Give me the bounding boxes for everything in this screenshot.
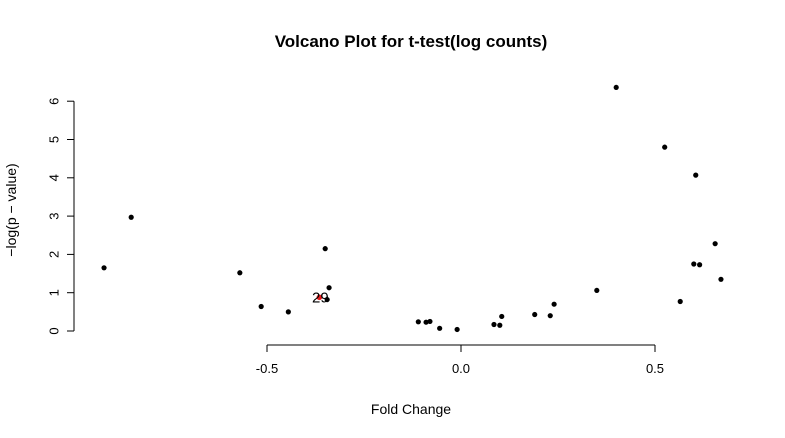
data-point xyxy=(454,326,460,333)
data-point xyxy=(497,322,503,328)
y-tick-label: 0 xyxy=(47,327,62,334)
x-axis-ticks: -0.5 0.0 0.5 xyxy=(256,345,664,376)
data-point xyxy=(594,287,600,294)
y-tick-label: 2 xyxy=(47,251,62,258)
data-point xyxy=(697,262,703,268)
data-point xyxy=(718,276,724,282)
y-tick-label: 4 xyxy=(47,174,62,181)
data-point xyxy=(491,321,497,328)
y-tick-label: 6 xyxy=(47,98,62,105)
y-axis-label: −log(p − value) xyxy=(3,163,19,256)
data-point xyxy=(551,301,557,307)
data-point xyxy=(532,311,538,318)
data-point xyxy=(677,298,683,305)
x-tick-label: 0.5 xyxy=(646,361,664,376)
data-point xyxy=(415,319,421,325)
x-tick-label: 0.0 xyxy=(452,361,470,376)
data-point xyxy=(693,172,699,178)
data-point xyxy=(101,265,107,271)
data-point xyxy=(128,214,134,220)
data-point xyxy=(326,285,332,291)
highlight-label: 29 xyxy=(312,289,329,306)
data-point xyxy=(691,261,697,267)
data-point xyxy=(547,313,553,319)
data-point xyxy=(324,296,330,303)
y-tick-label: 5 xyxy=(47,136,62,143)
data-point xyxy=(423,319,429,325)
data-point xyxy=(237,270,243,276)
data-point xyxy=(712,241,718,247)
y-tick-label: 1 xyxy=(47,289,62,296)
highlight-point xyxy=(316,294,323,301)
data-point xyxy=(285,309,291,315)
data-point xyxy=(258,303,264,310)
data-point xyxy=(499,313,505,320)
data-point xyxy=(437,325,443,331)
data-points xyxy=(101,84,724,333)
y-tick-label: 3 xyxy=(47,212,62,219)
data-point xyxy=(662,144,668,150)
data-point xyxy=(427,318,433,325)
data-point xyxy=(322,246,328,252)
x-axis-label: Fold Change xyxy=(371,401,451,417)
data-point xyxy=(613,84,619,91)
y-axis-ticks: 0 1 2 3 4 5 6 xyxy=(47,98,74,335)
chart-title: Volcano Plot for t-test(log counts) xyxy=(275,32,548,51)
x-tick-label: -0.5 xyxy=(256,361,278,376)
